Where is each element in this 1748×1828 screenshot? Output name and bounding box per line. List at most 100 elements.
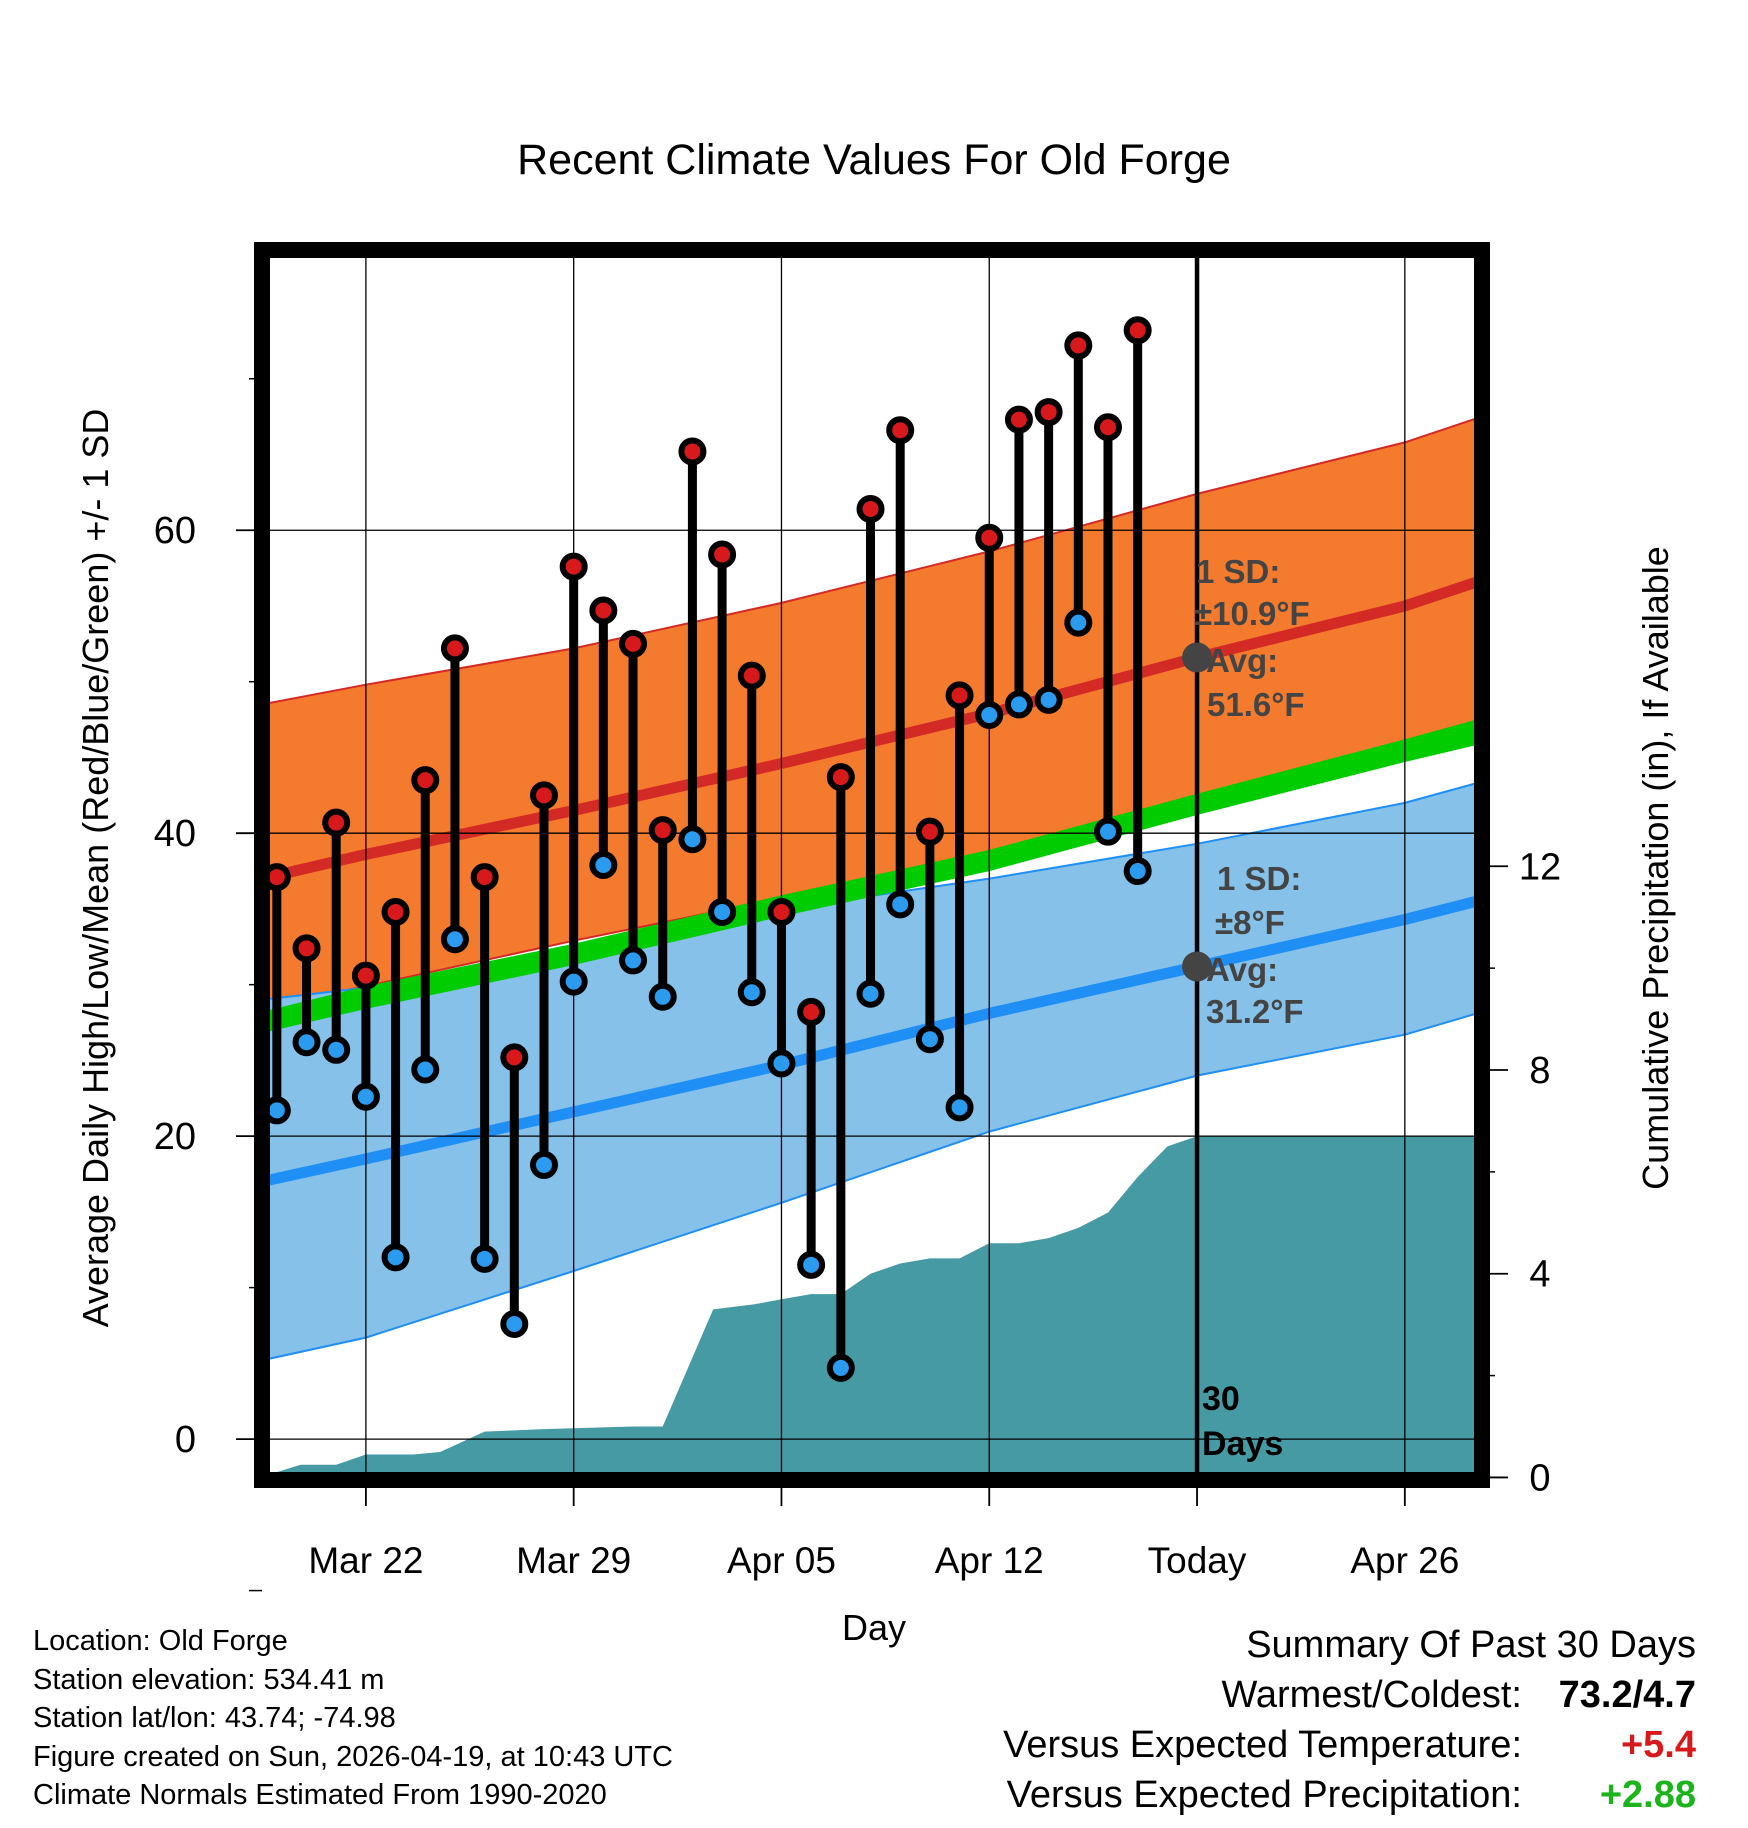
daily-high-point <box>589 596 618 625</box>
warmest-coldest-label: Warmest/Coldest: <box>1221 1674 1522 1716</box>
daily-high-point <box>945 681 974 710</box>
summary-title: Summary Of Past 30 Days <box>1246 1624 1696 1666</box>
y-right-tick-label: 8 <box>1529 1050 1550 1092</box>
period-unit: Days <box>1202 1425 1283 1463</box>
x-tick-label: Today <box>1148 1540 1247 1581</box>
y-left-tick-label: 60 <box>154 510 196 552</box>
daily-low-point <box>886 890 915 919</box>
daily-low-point <box>1034 685 1063 714</box>
daily-low-point <box>678 825 707 854</box>
daily-low-point <box>292 1028 321 1057</box>
y-left-tick-label: 20 <box>154 1116 196 1158</box>
precip-area <box>267 1136 1482 1480</box>
daily-low-point <box>381 1243 410 1272</box>
daily-high-point <box>708 540 737 569</box>
daily-low-point <box>351 1082 380 1111</box>
x-tick-label: Mar 22 <box>308 1540 423 1581</box>
y-right-tick-label: 0 <box>1529 1457 1550 1499</box>
daily-low-point <box>1093 817 1122 846</box>
daily-high-point <box>440 634 469 663</box>
temp-anomaly-value: +5.4 <box>1620 1724 1696 1766</box>
daily-high-point <box>322 808 351 837</box>
y-right-tick-label: 12 <box>1519 846 1561 888</box>
daily-high-point <box>411 766 440 795</box>
daily-low-point <box>589 851 618 879</box>
station-info: Location: Old Forge Station elevation: 5… <box>33 1622 673 1815</box>
low-avg-title: Avg: <box>1206 951 1278 988</box>
daily-low-point <box>500 1309 529 1338</box>
daily-high-point <box>886 416 915 445</box>
normal-high-line <box>262 574 1482 884</box>
high-sd-title: 1 SD: <box>1196 553 1280 590</box>
x-tick-label: Mar 29 <box>516 1540 631 1581</box>
daily-high-point <box>915 817 944 846</box>
summary-panel: Summary Of Past 30 Days Warmest/Coldest:… <box>1003 1620 1696 1820</box>
daily-high-point <box>975 523 1004 552</box>
high-avg-value: 51.6°F <box>1207 686 1305 723</box>
daily-high-point <box>1034 398 1063 427</box>
daily-low-point <box>797 1250 826 1279</box>
high-avg-marker <box>1182 642 1213 673</box>
daily-low-point <box>915 1025 944 1054</box>
y-axis-right-title: Cumulative Precipitation (in), If Availa… <box>1635 546 1676 1190</box>
daily-high-point <box>737 661 766 690</box>
daily-high-point <box>351 961 380 990</box>
x-tick-label: Apr 05 <box>727 1540 836 1581</box>
y-left-tick-label: 40 <box>154 813 196 855</box>
temp-anomaly-label: Versus Expected Temperature: <box>1003 1724 1522 1766</box>
daily-low-point <box>648 982 677 1011</box>
daily-low-point <box>856 979 885 1008</box>
plot-frame <box>254 242 1490 1488</box>
y-right-tick-label: 4 <box>1529 1254 1550 1296</box>
daily-low-point <box>708 897 737 926</box>
daily-high-point <box>381 897 410 926</box>
daily-low-point <box>440 925 469 954</box>
y-left-tick-label: 0 <box>175 1419 196 1461</box>
precip-anomaly-label: Versus Expected Precipitation: <box>1006 1774 1522 1816</box>
created-text: Figure created on Sun, 2026-04-19, at 10… <box>33 1740 673 1773</box>
daily-high-point <box>1064 331 1093 360</box>
normals-text: Climate Normals Estimated From 1990-2020 <box>33 1779 607 1811</box>
low-avg-marker <box>1182 951 1213 982</box>
x-tick-label: Apr 12 <box>935 1540 1044 1581</box>
daily-low-point <box>322 1035 351 1064</box>
daily-high-point <box>648 816 677 845</box>
daily-high-point <box>1156 0 1178 11</box>
precip-anomaly-value: +2.88 <box>1599 1774 1696 1816</box>
daily-high-point <box>529 781 558 810</box>
x-axis-title: Day <box>842 1607 906 1648</box>
daily-high-point <box>678 437 707 466</box>
high-sd-value: ±10.9°F <box>1194 595 1310 632</box>
period-number: 30 <box>1202 1380 1240 1418</box>
x-tick-label: Apr 26 <box>1350 1540 1459 1581</box>
daily-high-point <box>470 863 499 892</box>
daily-low-point <box>1123 857 1152 886</box>
chart-title: Recent Climate Values For Old Forge <box>517 136 1231 184</box>
daily-low-point <box>619 946 648 975</box>
daily-low-point <box>559 967 588 996</box>
daily-low-point <box>470 1244 499 1273</box>
location-text: Location: Old Forge <box>33 1625 288 1657</box>
daily-high-point <box>767 897 796 926</box>
daily-high-point <box>1093 413 1122 442</box>
daily-low-point <box>1004 690 1033 719</box>
low-sd-title: 1 SD: <box>1217 860 1301 897</box>
normal-low-line <box>262 894 1482 1187</box>
low-avg-value: 31.2°F <box>1206 993 1304 1030</box>
daily-high-point <box>559 552 588 581</box>
daily-low-point <box>1156 0 1178 11</box>
daily-low-point <box>945 1093 974 1122</box>
y-axis-left-title: Average Daily High/Low/Mean (Red/Blue/Gr… <box>75 409 116 1328</box>
daily-high-point <box>826 763 855 792</box>
daily-high-point <box>856 495 885 524</box>
daily-high-point <box>292 934 321 963</box>
daily-low-point <box>826 1353 855 1382</box>
daily-high-point <box>619 629 648 658</box>
daily-high-point <box>797 997 826 1026</box>
warmest-coldest-value: 73.2/4.7 <box>1558 1674 1696 1716</box>
latlon-text: Station lat/lon: 43.74; -74.98 <box>33 1702 396 1734</box>
daily-high-point <box>500 1043 529 1072</box>
high-avg-title: Avg: <box>1206 642 1278 679</box>
daily-low-point <box>975 701 1004 730</box>
